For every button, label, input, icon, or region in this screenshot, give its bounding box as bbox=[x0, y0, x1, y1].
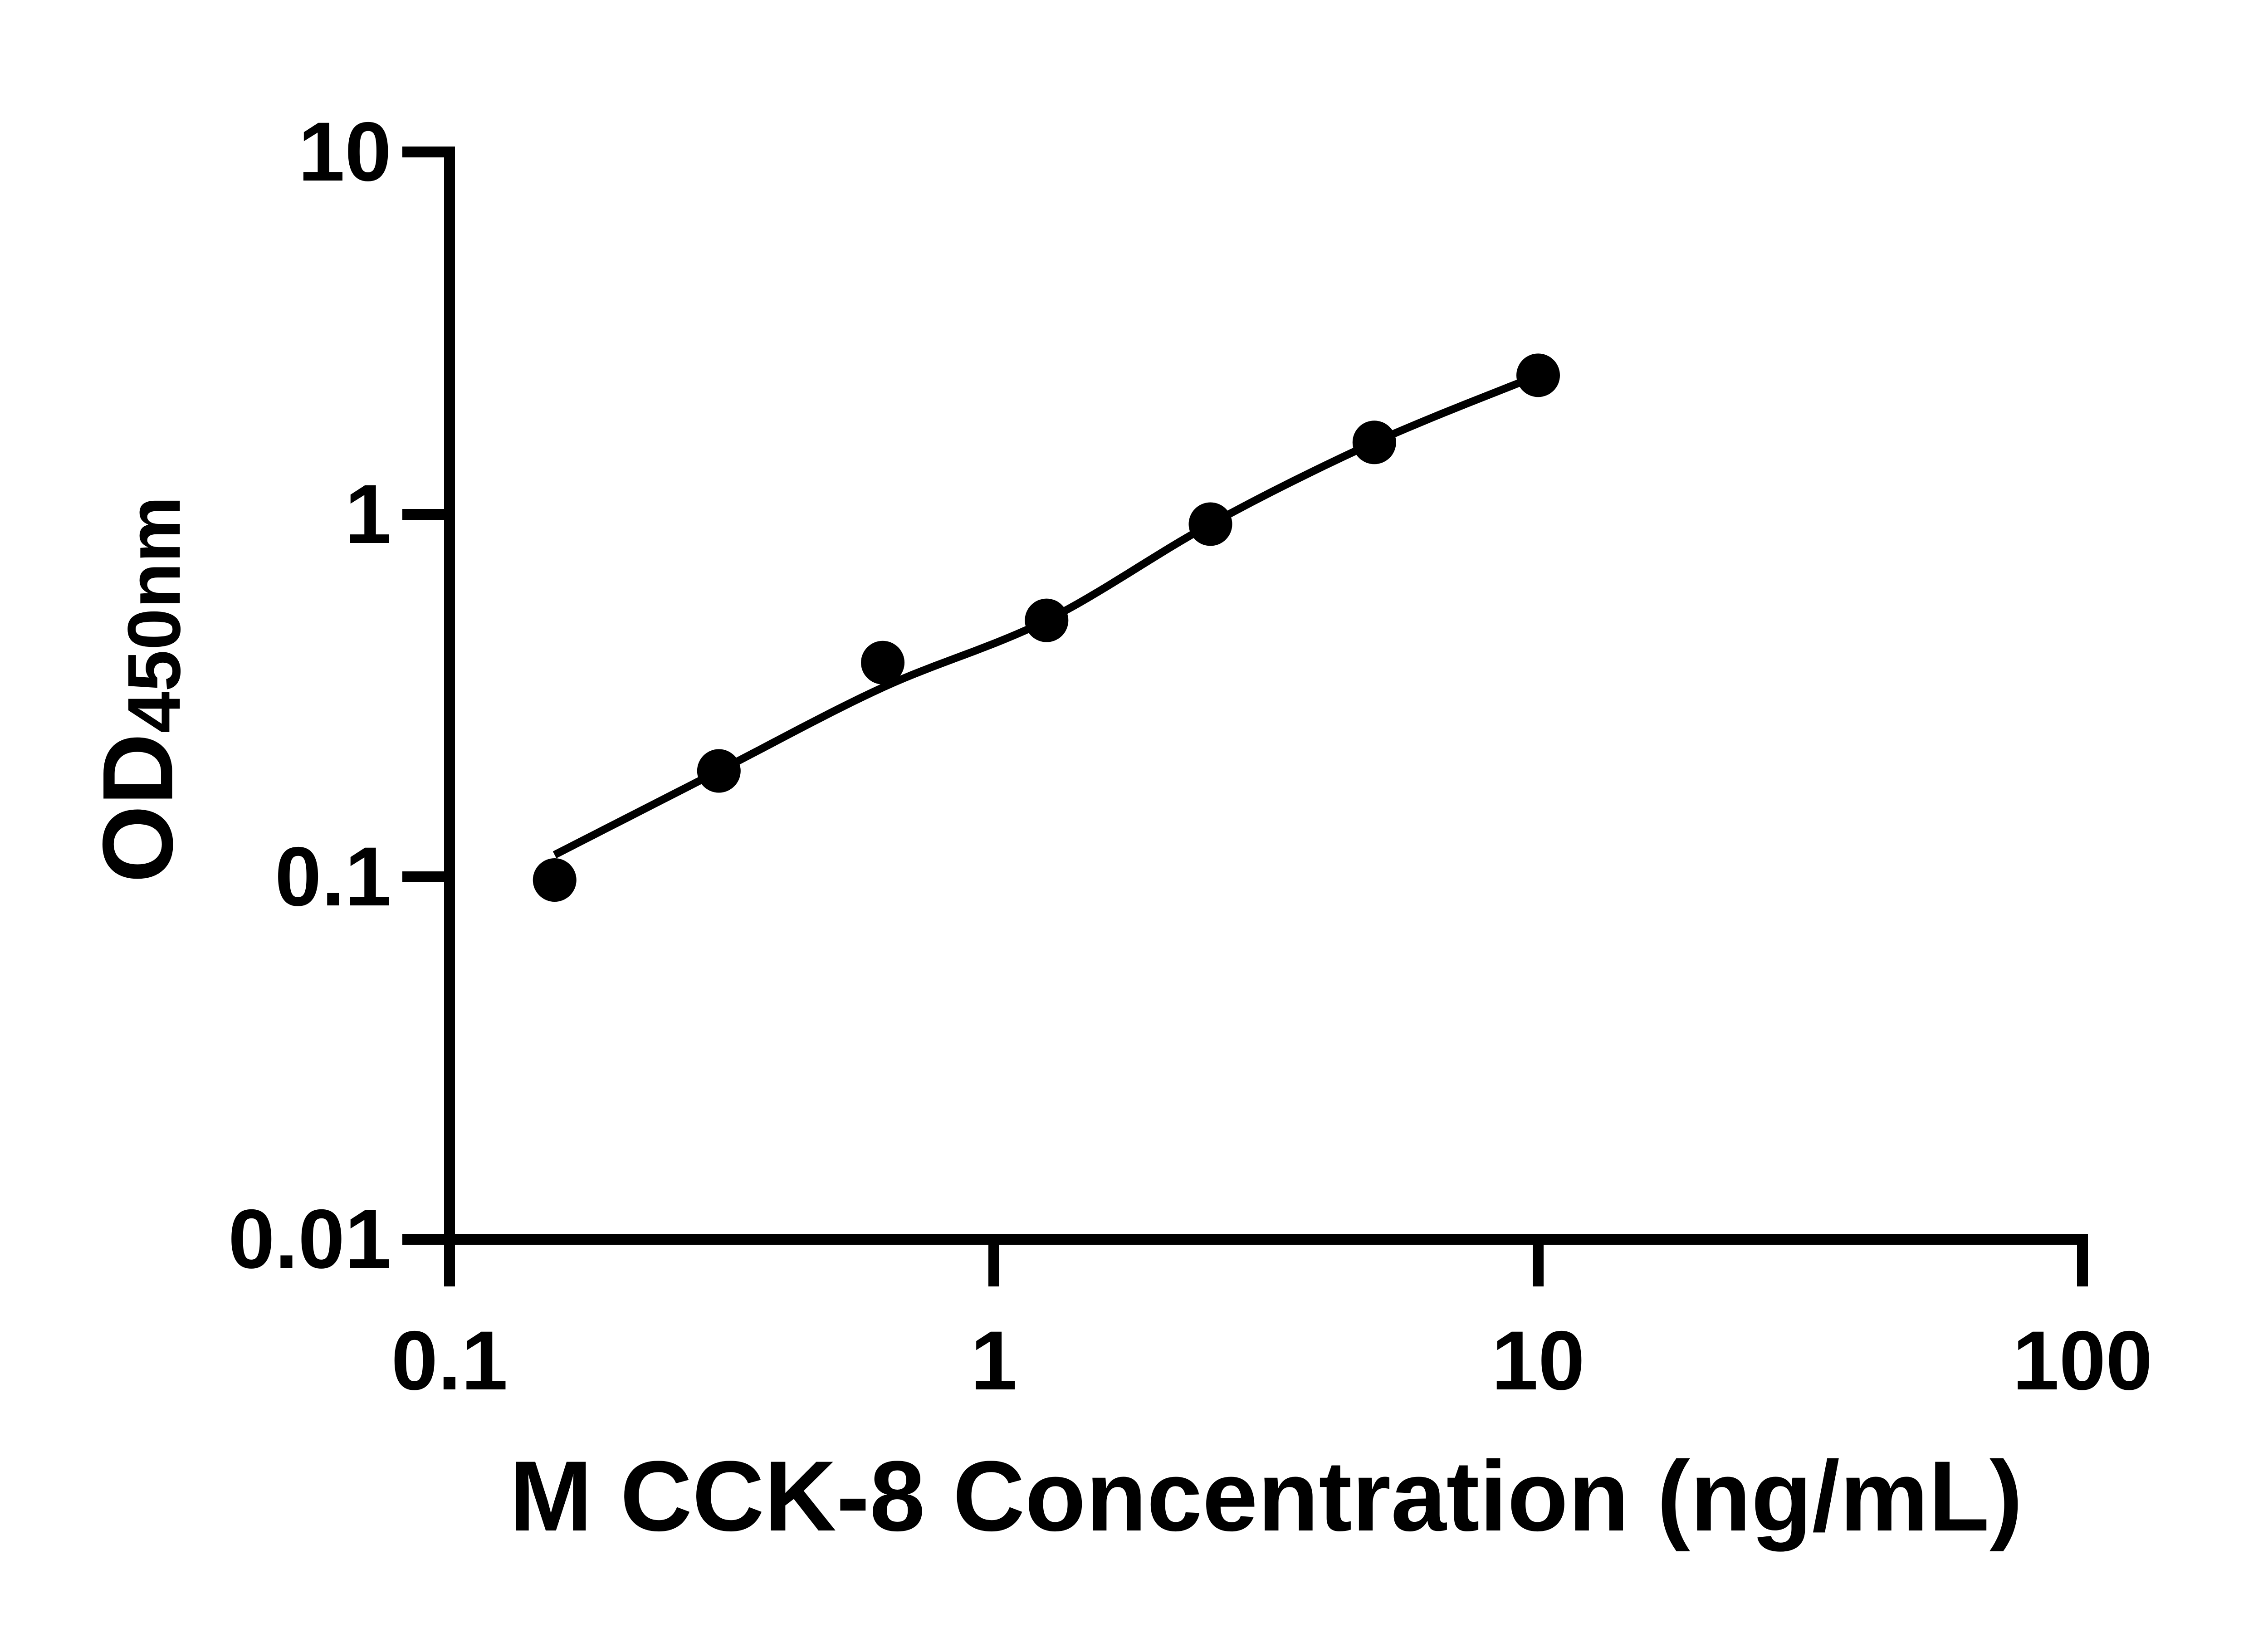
data-point bbox=[861, 640, 905, 684]
y-tick-label: 1 bbox=[345, 468, 391, 561]
data-point bbox=[1025, 598, 1069, 642]
data-point bbox=[1352, 420, 1396, 464]
x-axis-title: M CCK-8 Concentration (ng/mL) bbox=[509, 1440, 2023, 1552]
data-point bbox=[533, 858, 577, 902]
data-point bbox=[1516, 353, 1560, 397]
axis-lines bbox=[444, 147, 2088, 1245]
x-tick-label: 10 bbox=[1491, 1314, 1585, 1408]
y-tick-label: 0.01 bbox=[228, 1193, 391, 1286]
x-tick-label: 1 bbox=[970, 1314, 1017, 1408]
x-tick-label: 100 bbox=[2012, 1314, 2153, 1408]
y-tick-label: 0.1 bbox=[274, 830, 391, 924]
y-tick-label: 10 bbox=[298, 105, 391, 199]
x-tick-label: 0.1 bbox=[391, 1314, 508, 1408]
data-point bbox=[697, 749, 741, 793]
data-point bbox=[1188, 502, 1232, 546]
